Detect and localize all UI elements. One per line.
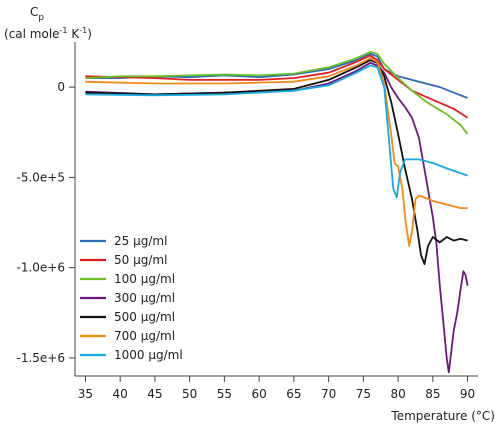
x-tick-label: 45: [147, 387, 162, 401]
legend-label: 500 µg/ml: [114, 310, 175, 324]
legend-label: 25 µg/ml: [114, 234, 167, 248]
x-ticks: 35 40 45 50 55 60 65 70 75 80 85 90: [78, 376, 475, 401]
series-line: [85, 59, 468, 265]
series-line: [85, 64, 468, 199]
series-line: [85, 61, 469, 374]
y-ticks: 0 -5.0e+5 -1.0e+6 -1.5e+6: [17, 80, 75, 365]
series-lines: [85, 51, 469, 374]
legend: 25 µg/ml 50 µg/ml 100 µg/ml 300 µg/ml 500 µg…: [80, 234, 183, 362]
x-tick-label: 75: [356, 387, 371, 401]
legend-label: 700 µg/ml: [114, 329, 175, 343]
x-tick-label: 85: [425, 387, 440, 401]
x-tick-label: 40: [113, 387, 128, 401]
x-axis-label: Temperature (°C): [390, 409, 495, 423]
x-tick-label: 65: [286, 387, 301, 401]
x-tick-label: 35: [78, 387, 93, 401]
series-line: [85, 52, 468, 99]
x-tick-label: 55: [217, 387, 232, 401]
series-line: [85, 51, 469, 135]
y-axis-symbol: Cp: [30, 5, 44, 23]
legend-label: 50 µg/ml: [114, 253, 167, 267]
y-axis-label: Cp (cal mole-1 K-1): [4, 5, 92, 41]
x-tick-label: 80: [390, 387, 405, 401]
x-tick-label: 60: [251, 387, 266, 401]
legend-label: 100 µg/ml: [114, 272, 175, 286]
x-tick-label: 90: [460, 387, 475, 401]
y-axis-unit: (cal mole-1 K-1): [4, 26, 92, 41]
y-tick-label: -5.0e+5: [17, 170, 66, 184]
legend-label: 300 µg/ml: [114, 291, 175, 305]
y-tick-label: -1.5e+6: [17, 351, 66, 365]
y-tick-label: -1.0e+6: [17, 261, 66, 275]
x-tick-label: 50: [182, 387, 197, 401]
series-line: [85, 54, 469, 119]
x-tick-label: 70: [321, 387, 336, 401]
legend-label: 1000 µg/ml: [114, 348, 183, 362]
y-tick-label: 0: [57, 80, 65, 94]
series-line: [85, 57, 468, 247]
